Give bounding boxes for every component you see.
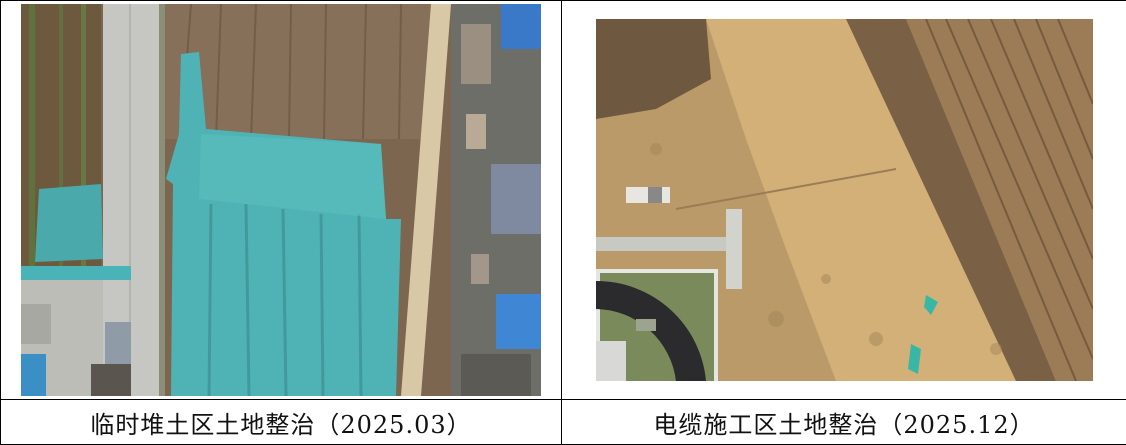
right-photo-cell: [562, 1, 1126, 400]
right-photo-caption: 电缆施工区土地整治（2025.12）: [562, 400, 1126, 445]
cable-construction-area-aerial-photo: [596, 19, 1093, 381]
left-photo-cell: [1, 1, 562, 400]
stockpile-area-aerial-photo: [21, 4, 541, 396]
left-photo-caption: 临时堆土区土地整治（2025.03）: [1, 400, 562, 445]
